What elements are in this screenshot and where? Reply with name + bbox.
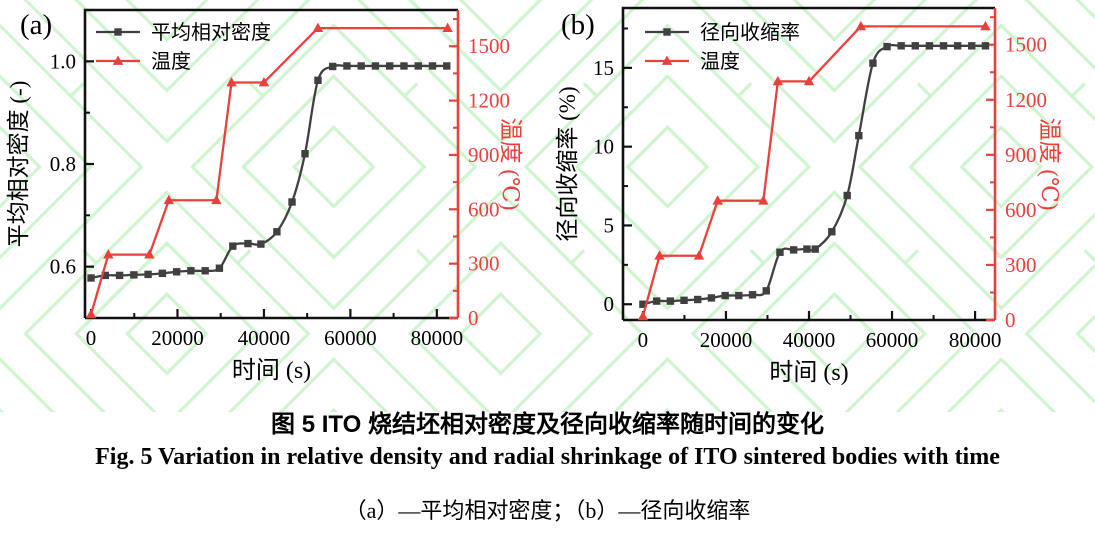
- y-right-tick-label: 1200: [468, 89, 510, 113]
- x-tick-label: 80000: [411, 326, 464, 350]
- series-temperature: [85, 22, 453, 319]
- y-left-tick-label: 1.0: [50, 49, 76, 73]
- x-tick-label: 60000: [324, 326, 377, 350]
- y-right-tick-label: 300: [1005, 253, 1037, 277]
- y-left-tick-label: 10: [593, 135, 614, 159]
- y-left-tick-label: 0.8: [50, 152, 76, 176]
- series-temperature: [637, 20, 991, 321]
- series-primary: [87, 62, 451, 282]
- y-left-axis-title: 平均相对密度 (-): [6, 81, 31, 248]
- x-tick-label: 20000: [151, 326, 204, 350]
- legend-label: 温度: [151, 50, 191, 73]
- x-axis-title: 时间 (s): [769, 359, 848, 386]
- y-right-tick-label: 600: [468, 197, 500, 221]
- figure-charts: 0 20000 40000 60000 80000 时间 (s) 0.6 0.8 1.0 平均相对…: [0, 0, 1095, 398]
- chart-panel-a: 0 20000 40000 60000 80000 时间 (s) 0.6 0.8 1.0 平均相对…: [0, 0, 548, 398]
- y-axis-right: 0 300 600 900 1200 1500 温度 (℃): [986, 16, 1062, 332]
- plot-frame: [621, 6, 997, 322]
- plot-frame: [83, 8, 460, 320]
- chart-svg-(b): 0 20000 40000 60000 80000 时间 (s) 0 5 10 15 径向收缩率 (…: [555, 6, 1062, 386]
- x-axis: 0 20000 40000 60000 80000 时间 (s): [86, 309, 463, 384]
- caption-english: Fig. 5 Variation in relative density and…: [95, 444, 1000, 470]
- y-right-tick-label: 300: [468, 252, 500, 276]
- x-tick-label: 20000: [700, 328, 753, 352]
- legend-label: 径向收缩率: [700, 21, 800, 44]
- y-left-tick-label: 5: [604, 213, 615, 237]
- panel-label: (a): [20, 9, 52, 41]
- y-left-tick-label: 15: [593, 56, 614, 80]
- legend-label: 平均相对密度: [151, 21, 271, 44]
- y-axis-right: 0 300 600 900 1200 1500 温度 (℃): [449, 18, 523, 330]
- x-tick-label: 80000: [949, 328, 1002, 352]
- y-right-axis-title: 温度 (℃): [1037, 118, 1062, 211]
- x-tick-label: 40000: [783, 328, 836, 352]
- y-axis-left: 0.6 0.8 1.0 平均相对密度 (-): [6, 9, 94, 279]
- x-tick-label: 0: [86, 326, 97, 350]
- y-right-tick-label: 1500: [468, 34, 510, 58]
- y-right-axis-title: 温度 (℃): [498, 118, 523, 211]
- y-right-tick-label: 1200: [1005, 88, 1047, 112]
- y-left-tick-label: 0.6: [50, 255, 76, 279]
- panel-label: (b): [561, 9, 595, 41]
- y-right-tick-label: 1500: [1005, 33, 1047, 57]
- caption-note: （a）—平均相对密度；（b）—径向收缩率: [344, 498, 751, 523]
- series-primary: [639, 42, 990, 308]
- y-left-tick-label: 0: [604, 292, 615, 316]
- chart-panel-b: 0 20000 40000 60000 80000 时间 (s) 0 5 10 15 径向收缩率 (…: [547, 0, 1095, 398]
- chart-svg-(a): 0 20000 40000 60000 80000 时间 (s) 0.6 0.8 1.0 平均相对…: [6, 8, 523, 384]
- x-tick-label: 60000: [866, 328, 919, 352]
- x-tick-label: 0: [638, 328, 649, 352]
- x-tick-label: 40000: [238, 326, 291, 350]
- caption-chinese: 图 5 ITO 烧结坯相对密度及径向收缩率随时间的变化: [271, 411, 824, 438]
- x-axis-title: 时间 (s): [232, 357, 311, 384]
- y-left-axis-title: 径向收缩率 (%): [555, 86, 580, 241]
- x-axis: 0 20000 40000 60000 80000 时间 (s): [638, 311, 1002, 386]
- y-right-tick-label: 600: [1005, 198, 1037, 222]
- legend-label: 温度: [700, 50, 740, 73]
- y-axis-left: 0 5 10 15 径向收缩率 (%): [555, 27, 632, 316]
- y-right-tick-label: 0: [468, 306, 479, 330]
- y-right-tick-label: 900: [1005, 143, 1037, 167]
- y-right-tick-label: 0: [1005, 308, 1016, 332]
- y-right-tick-label: 900: [468, 143, 500, 167]
